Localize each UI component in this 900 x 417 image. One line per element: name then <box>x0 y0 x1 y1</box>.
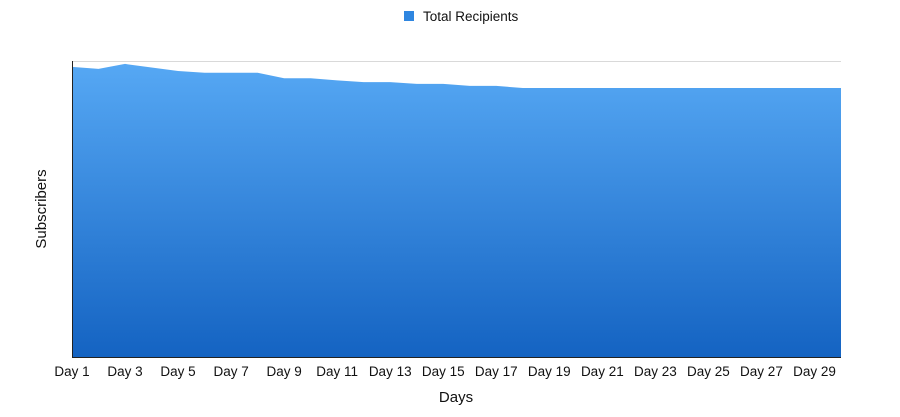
x-tick-label: Day 15 <box>422 364 465 379</box>
x-tick-label: Day 19 <box>528 364 571 379</box>
x-axis-title: Days <box>439 389 473 406</box>
legend: Total Recipients <box>404 9 519 24</box>
y-axis-title: Subscribers <box>33 169 50 248</box>
x-tick-label: Day 13 <box>369 364 412 379</box>
x-tick-label: Day 17 <box>475 364 518 379</box>
x-tick-label: Day 27 <box>740 364 783 379</box>
x-tick-label: Day 29 <box>793 364 836 379</box>
x-tick-label: Day 9 <box>266 364 301 379</box>
x-tick-label: Day 25 <box>687 364 730 379</box>
x-tick-label: Day 5 <box>160 364 195 379</box>
x-tick-label: Day 3 <box>107 364 142 379</box>
legend-label: Total Recipients <box>423 9 519 24</box>
legend-swatch <box>404 11 414 21</box>
area-series-total-recipients <box>72 63 841 358</box>
x-tick-label: Day 7 <box>213 364 248 379</box>
x-tick-label: Day 21 <box>581 364 624 379</box>
x-tick-label: Day 1 <box>54 364 89 379</box>
x-tick-labels: Day 1 Day 3 Day 5 Day 7 Day 9 Day 11 Day 13 Day… <box>54 364 836 379</box>
x-tick-label: Day 23 <box>634 364 677 379</box>
x-tick-label: Day 11 <box>316 364 358 379</box>
